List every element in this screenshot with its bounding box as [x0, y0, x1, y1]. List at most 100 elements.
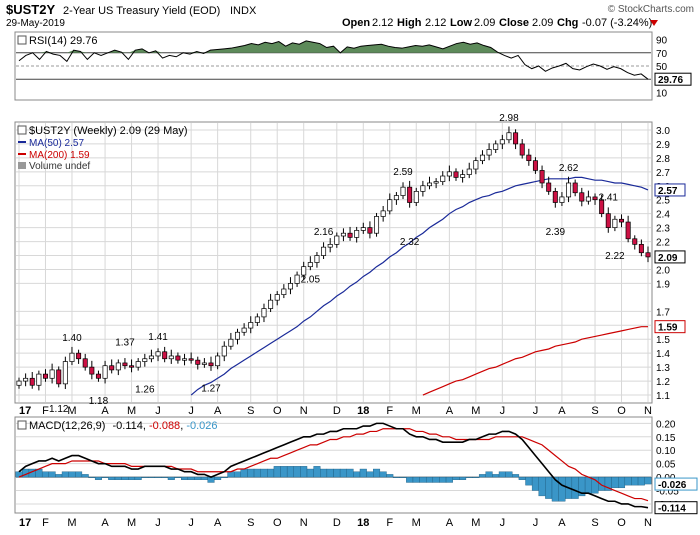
- candle-body: [473, 160, 479, 170]
- macd-hist-bar: [611, 476, 619, 489]
- macd-hist-bar: [227, 471, 235, 478]
- macd-hist-bar: [194, 476, 202, 480]
- candle-body: [420, 185, 426, 192]
- macd-hist-bar: [286, 466, 294, 478]
- candle-body: [95, 373, 101, 379]
- price-tick-label: 1.7: [656, 307, 670, 318]
- candle-body: [340, 232, 346, 237]
- candle-body: [486, 149, 492, 156]
- x-axis-label: J: [188, 517, 194, 529]
- rsi-tick-label: 50: [656, 62, 668, 73]
- candle-body: [221, 345, 227, 357]
- open-value: 2.12: [372, 17, 393, 29]
- macd-hist-bar: [353, 471, 361, 478]
- macd-hist-bar: [326, 468, 334, 478]
- rsi-tick-label: 90: [656, 36, 668, 47]
- candle-body: [407, 186, 413, 203]
- x-axis-label: 18: [357, 517, 369, 529]
- macd-legend-signal: -0.088: [149, 420, 180, 432]
- price-tick-label: 2.4: [656, 210, 670, 221]
- macd-hist-bar: [498, 471, 506, 478]
- macd-hist-bar: [81, 474, 89, 478]
- candle-body: [241, 327, 247, 333]
- macd-hist-bar: [75, 471, 83, 478]
- ma200-legend-text: MA(200) 1.59: [29, 150, 90, 161]
- x-axis-layer: 17 F M A M J J A S O N D 18 F M A M J J A S O N 17 F M A M J J A S O N D 18…: [19, 405, 652, 529]
- macd-hist-bar: [320, 468, 328, 478]
- candle-body: [440, 175, 446, 182]
- macd-legend-hist: -0.026: [186, 420, 217, 432]
- symbol-name: 2-Year US Treasury Yield (EOD): [63, 5, 220, 17]
- candle-body: [354, 230, 360, 238]
- price-tick-label: 2.0: [656, 265, 670, 276]
- candle-body: [175, 355, 181, 361]
- chg-label: Chg: [557, 17, 578, 29]
- ma200-badge-frame: [654, 320, 686, 334]
- candle-body: [446, 171, 452, 177]
- rsi-tick-label: 10: [656, 88, 668, 99]
- x-axis-label: J: [188, 405, 194, 417]
- volume-legend-swatch: [18, 162, 26, 169]
- volume-legend-text: Volume undef: [29, 161, 90, 172]
- price-annotation: 2.32: [400, 237, 420, 248]
- x-axis-label: M: [127, 517, 136, 529]
- macd-hist-bar: [220, 476, 228, 478]
- macd-hist-bar: [306, 468, 314, 478]
- macd-hist-bar: [531, 476, 539, 491]
- candle-body: [605, 213, 611, 228]
- candle-body: [287, 283, 293, 290]
- candle-body: [393, 195, 399, 201]
- candle-body: [234, 331, 240, 340]
- macd-hist-bar: [452, 476, 460, 480]
- price-layer: 1.11.21.31.41.51.61.71.92.02.12.22.32.42…: [16, 113, 686, 415]
- macd-hist-bar: [141, 476, 149, 478]
- candle-body: [268, 299, 274, 309]
- price-annotation: 2.39: [546, 227, 566, 238]
- price-tick-label: 2.9: [656, 140, 670, 151]
- macd-hist-badge: -0.026: [658, 480, 687, 491]
- candle-body: [42, 373, 48, 379]
- macd-tick-label: -0.05: [656, 487, 679, 498]
- candle-body: [36, 373, 42, 386]
- candle-body: [413, 191, 419, 203]
- candle-body: [301, 266, 307, 276]
- candle-body: [62, 361, 68, 385]
- candle-body: [380, 210, 386, 217]
- x-axis-label: N: [644, 517, 652, 529]
- x-axis-label: F: [386, 405, 393, 417]
- price-tick-label: 3.0: [656, 126, 670, 137]
- macd-hist-bar: [445, 476, 453, 483]
- x-axis-label: J: [155, 405, 161, 417]
- candle-body: [76, 352, 82, 360]
- price-tick-label: 1.1: [656, 391, 670, 402]
- macd-hist-bar: [512, 474, 520, 478]
- macd-hist-bar: [88, 476, 96, 478]
- rsi-legend-text: RSI(14) 29.76: [29, 35, 97, 47]
- x-axis-label: A: [558, 517, 566, 529]
- macd-hist-bar: [181, 476, 189, 480]
- x-axis-label: A: [214, 405, 222, 417]
- x-axis-label: M: [412, 405, 421, 417]
- candle-body: [572, 182, 578, 194]
- candle-body: [248, 322, 254, 329]
- candle-body: [129, 365, 135, 368]
- last-price-badge-frame: [654, 250, 686, 264]
- x-axis-label: 17: [19, 517, 31, 529]
- price-annotation: 1.37: [115, 337, 135, 348]
- price-annotation: 2.62: [559, 163, 579, 174]
- macd-hist-bar: [406, 476, 414, 483]
- macd-hist-bar: [121, 476, 129, 480]
- macd-hist-bar: [432, 476, 440, 483]
- chg-value: -0.07 (-3.24%): [582, 17, 652, 29]
- x-axis-label: F: [386, 517, 393, 529]
- price-panel: [14, 121, 653, 404]
- candle-body: [519, 143, 525, 156]
- price-annotation: 2.16: [314, 227, 334, 238]
- macd-legend-swatch: [17, 420, 27, 430]
- x-axis-label: 17: [19, 405, 31, 417]
- chart-date: 29-May-2019: [6, 18, 65, 29]
- down-arrow-icon: [650, 20, 658, 26]
- candle-body: [592, 196, 598, 201]
